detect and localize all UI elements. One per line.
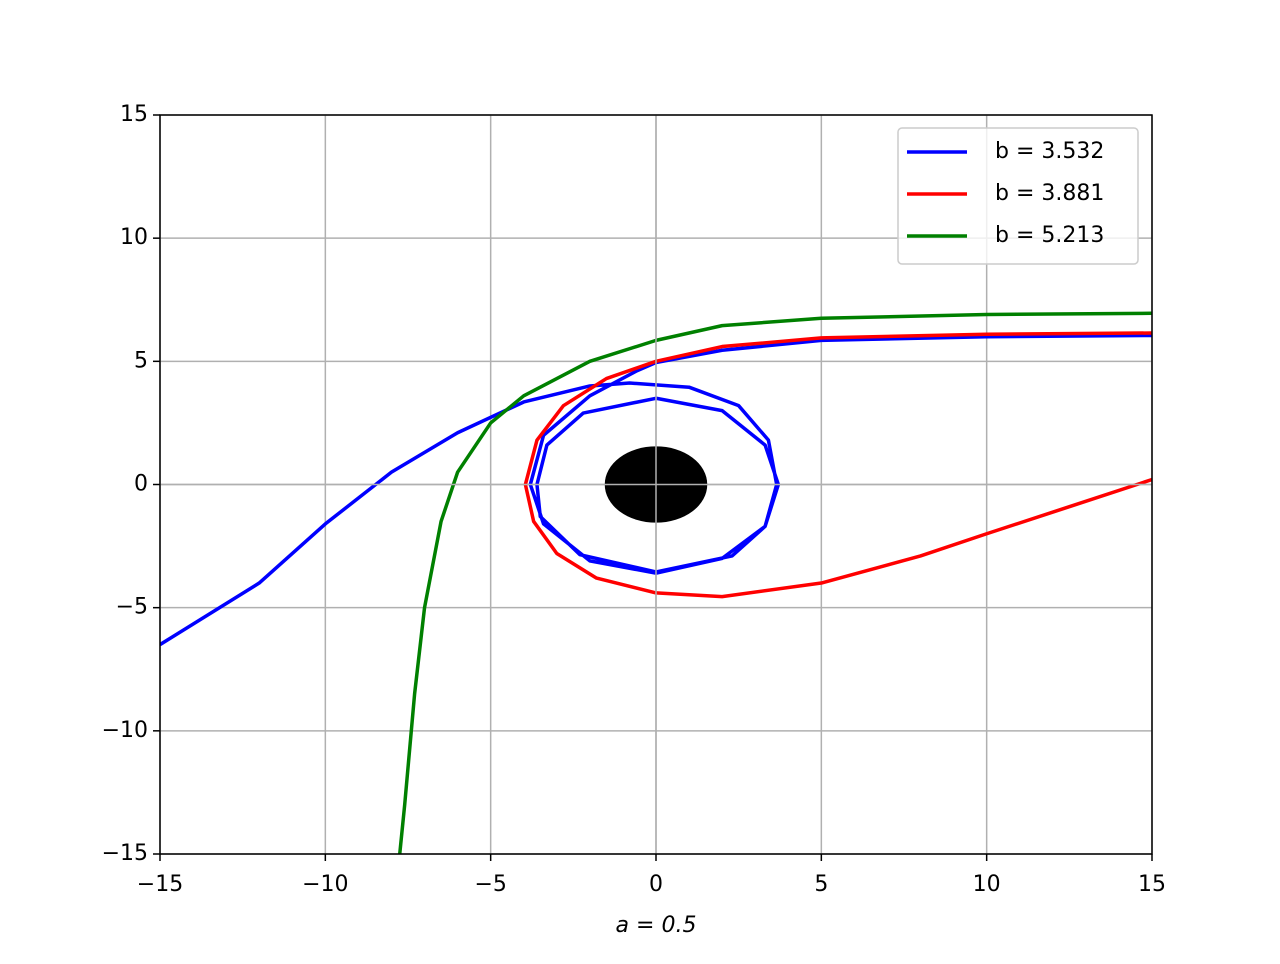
y-tick-label: −5	[116, 595, 148, 620]
series-line	[523, 331, 1152, 599]
legend-box	[897, 127, 1139, 265]
x-axis-label: a = 0.5	[616, 913, 697, 938]
legend-label: b = 5.213	[995, 223, 1104, 248]
plot-area	[160, 115, 1152, 854]
legend-label: b = 3.532	[995, 139, 1104, 164]
y-tick-label: 0	[134, 472, 148, 497]
x-tick-label: −15	[137, 872, 183, 897]
y-tick-label: 10	[120, 225, 148, 250]
x-tick-label: 5	[814, 872, 828, 897]
x-tick-label: 0	[649, 872, 663, 897]
legend: b = 3.532 b = 3.881 b = 5.213	[897, 127, 1139, 265]
y-tick-label: −10	[102, 718, 148, 743]
series-line	[397, 311, 1152, 854]
x-tick-label: 15	[1138, 872, 1166, 897]
ticks: −15 −10 −5 0 5 10 15 −15 −10 −5 0 5 10 15	[102, 102, 1166, 897]
y-tick-label: −15	[102, 841, 148, 866]
y-tick-label: 5	[134, 348, 148, 373]
legend-label: b = 3.881	[995, 181, 1104, 206]
x-tick-label: 10	[973, 872, 1001, 897]
y-tick-label: 15	[120, 102, 148, 127]
x-tick-label: −5	[474, 872, 506, 897]
x-tick-label: −10	[302, 872, 348, 897]
